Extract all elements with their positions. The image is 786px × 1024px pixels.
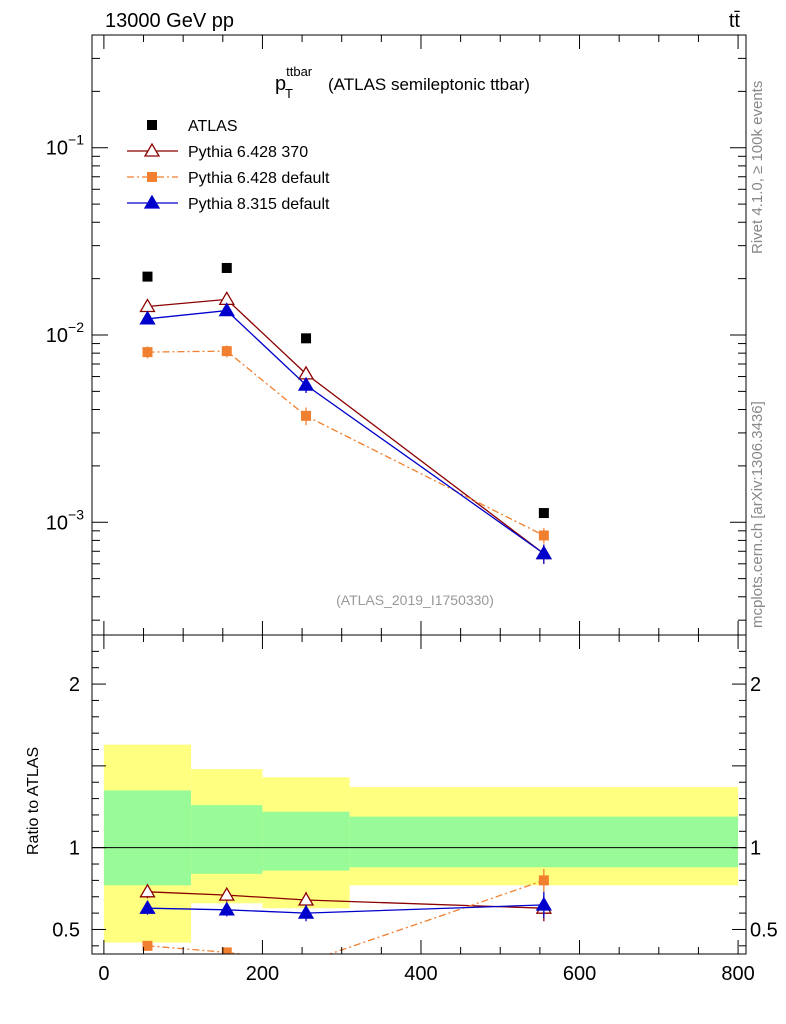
main-point-pythia-8-315-default bbox=[218, 302, 235, 317]
main-point-atlas bbox=[538, 508, 549, 519]
ratio-ytick-label-left: 0.5 bbox=[52, 919, 80, 941]
ratio-ytick-label-left: 2 bbox=[69, 674, 80, 696]
main-line-pythia-8-315-default bbox=[147, 309, 545, 555]
ratio-line-pythia-6-428-370 bbox=[147, 891, 544, 909]
main-ytick-exponent: −3 bbox=[68, 506, 84, 522]
ratio-y-axis: 2 2 1 1 0.5 0.5 bbox=[52, 650, 778, 947]
xtick-label: 400 bbox=[404, 963, 437, 985]
ratio-point-pythia-8-315-default bbox=[139, 899, 156, 914]
legend-label-atlas: ATLAS bbox=[188, 118, 238, 135]
ratio-ytick-label-right: 0.5 bbox=[750, 919, 778, 941]
header-process: tt̄ bbox=[729, 10, 741, 32]
xtick-label: 800 bbox=[721, 963, 754, 985]
title-rest: (ATLAS semileptonic ttbar) bbox=[328, 75, 530, 94]
main-ytick-mantissa: 10 bbox=[46, 138, 68, 160]
ratio-point-pythia-8-315-default bbox=[535, 896, 552, 911]
xtick-label: 200 bbox=[246, 963, 279, 985]
main-ytick-label: 10−3 bbox=[46, 506, 84, 534]
main-point-atlas bbox=[221, 262, 232, 273]
mcplots-reference-label: mcplots.cern.ch [arXiv:1306.3436] bbox=[749, 401, 766, 628]
legend-marker-pythia-8-315-default bbox=[143, 194, 161, 209]
title-base: p bbox=[275, 73, 286, 95]
main-ytick-mantissa: 10 bbox=[46, 325, 68, 347]
title-subscript: T bbox=[285, 86, 293, 101]
x-axis: 0 200 400 600 800 bbox=[98, 635, 755, 985]
main-point-pythia-6-428-default bbox=[301, 410, 312, 421]
title-superscript: ttbar bbox=[286, 64, 313, 79]
band-inner bbox=[191, 805, 263, 874]
main-point-atlas bbox=[142, 271, 153, 282]
main-point-pythia-6-428-default bbox=[142, 347, 153, 358]
ratio-point-pythia-6-428-default bbox=[538, 875, 549, 886]
main-line-pythia-6-428-370 bbox=[147, 298, 545, 555]
ratio-point-pythia-8-315-default bbox=[297, 904, 315, 919]
main-ytick-label: 10−1 bbox=[46, 132, 84, 160]
main-y-axis: 10−110−210−3 bbox=[46, 34, 746, 635]
analysis-reference: (ATLAS_2019_I1750330) bbox=[336, 592, 494, 608]
header-energy: 13000 GeV pp bbox=[105, 10, 234, 32]
main-panel: pttbar T (ATLAS semileptonic ttbar) ATLAS P… bbox=[46, 34, 746, 635]
xtick-label: 0 bbox=[98, 963, 109, 985]
main-point-pythia-8-315-default bbox=[535, 545, 552, 560]
main-point-pythia-6-428-default bbox=[538, 530, 549, 541]
legend-label-pythia-8-315-default: Pythia 8.315 default bbox=[188, 196, 330, 213]
legend-label-pythia-6-428-default: Pythia 6.428 default bbox=[188, 170, 330, 187]
legend: ATLAS Pythia 6.428 370 Pythia 6.428 defaul… bbox=[127, 118, 330, 213]
ratio-ytick-label-left: 1 bbox=[69, 838, 80, 860]
ratio-point-pythia-8-315-default bbox=[218, 901, 235, 916]
main-ytick-label: 10−2 bbox=[46, 319, 84, 347]
main-point-pythia-6-428-default bbox=[221, 346, 232, 357]
main-ytick-exponent: −2 bbox=[68, 319, 84, 335]
main-line-pythia-6-428-default bbox=[147, 350, 545, 537]
main-series-group bbox=[139, 262, 552, 564]
ratio-panel: 2 2 1 1 0.5 0.5 0 200 400 600 800 Ratio to ATLAS bbox=[25, 635, 778, 985]
main-ytick-exponent: −1 bbox=[68, 132, 84, 148]
plot-title: pttbar T (ATLAS semileptonic ttbar) bbox=[275, 64, 530, 101]
legend-marker-pythia-6-428-default bbox=[147, 172, 157, 182]
ratio-line-pythia-8-315-default bbox=[147, 904, 544, 914]
ratio-point-pythia-6-428-default bbox=[142, 940, 153, 951]
band-inner bbox=[262, 811, 350, 871]
main-point-pythia-8-315-default bbox=[297, 376, 315, 391]
legend-label-pythia-6-428-370: Pythia 6.428 370 bbox=[188, 144, 308, 161]
rivet-version-label: Rivet 4.1.0, ≥ 100k events bbox=[749, 81, 766, 254]
ratio-point-pythia-6-428-370 bbox=[139, 883, 156, 898]
main-point-atlas bbox=[301, 333, 312, 344]
legend-marker-pythia-6-428-370 bbox=[143, 142, 161, 157]
main-ytick-mantissa: 10 bbox=[46, 512, 68, 534]
main-point-pythia-8-315-default bbox=[139, 310, 156, 325]
band-inner bbox=[103, 790, 192, 886]
ratio-ytick-label-right: 1 bbox=[750, 838, 761, 860]
ratio-point-pythia-6-428-default bbox=[221, 947, 232, 954]
xtick-label: 600 bbox=[563, 963, 596, 985]
legend-marker-atlas bbox=[147, 120, 157, 130]
ratio-frame bbox=[91, 634, 747, 955]
ratio-series-group bbox=[139, 868, 552, 954]
ratio-ytick-label-right: 2 bbox=[750, 674, 761, 696]
ratio-y-label: Ratio to ATLAS bbox=[25, 747, 42, 855]
band-inner bbox=[349, 816, 739, 868]
ratio-line-pythia-6-428-default bbox=[147, 879, 545, 954]
ratio-point-pythia-6-428-370 bbox=[218, 886, 235, 901]
uncertainty-bands bbox=[92, 744, 746, 943]
